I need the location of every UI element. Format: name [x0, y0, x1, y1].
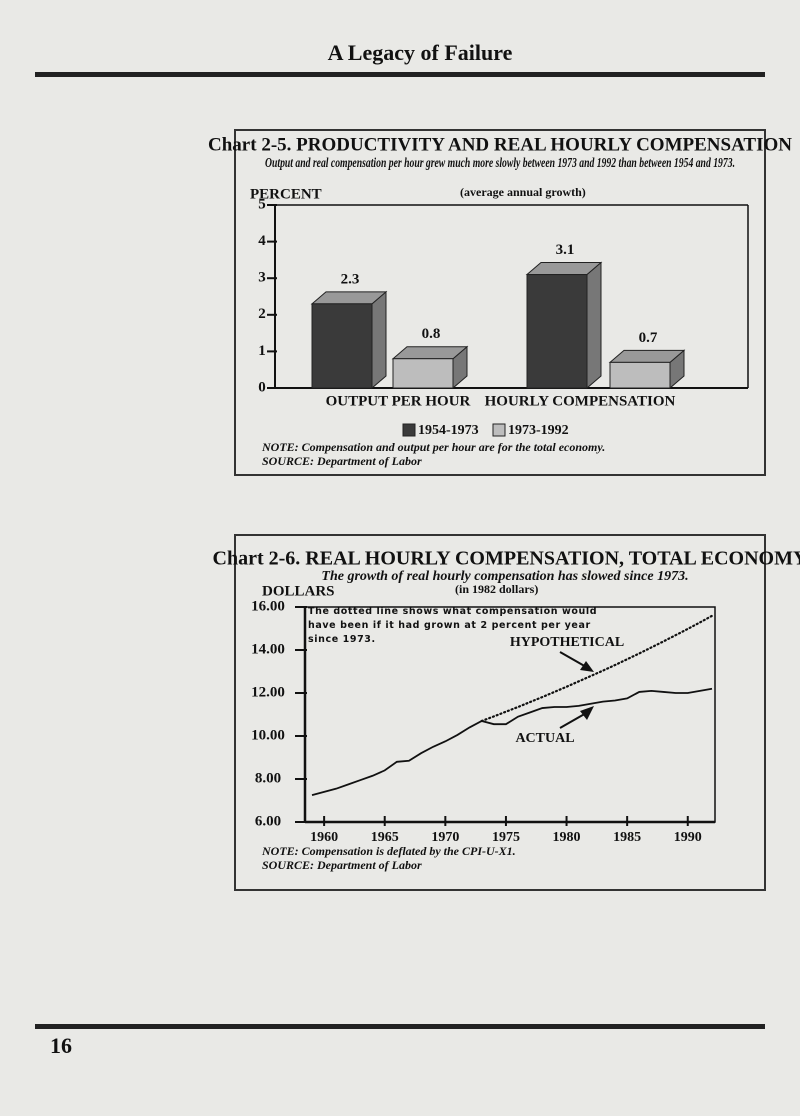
y-tick-label: 10.00 [251, 727, 285, 743]
y-axis-note: (in 1982 dollars) [455, 582, 538, 596]
y-tick-label: 3 [258, 270, 266, 286]
bar [526, 274, 588, 389]
series-label: HYPOTHETICAL [510, 635, 624, 650]
footer-rule [35, 1024, 765, 1029]
legend-label: 1973-1992 [508, 423, 569, 438]
chart-source: SOURCE: Department of Labor [262, 858, 422, 872]
bar [311, 303, 373, 389]
chart-title: Chart 2-6. REAL HOURLY COMPENSATION, TOT… [213, 548, 800, 570]
legend-swatch [492, 423, 506, 437]
chart-note: NOTE: Compensation and output per hour a… [261, 440, 605, 454]
x-tick-label: 1980 [553, 830, 581, 845]
chart-title: Chart 2-5. PRODUCTIVITY AND REAL HOURLY … [208, 134, 792, 155]
series-label: ACTUAL [515, 731, 574, 746]
x-tick-label: 1970 [431, 830, 459, 845]
x-tick-label: 1965 [371, 830, 399, 845]
annotation: The dotted line shows what compensation … [308, 606, 598, 645]
y-tick-label: 12.00 [251, 684, 285, 700]
y-axis-note: (average annual growth) [460, 185, 586, 199]
y-tick-label: 14.00 [251, 641, 285, 657]
y-axis-label: DOLLARS [262, 583, 335, 599]
data-label: 2.3 [341, 271, 360, 287]
page-number: 16 [50, 1033, 72, 1058]
x-tick-label: 1990 [674, 830, 702, 845]
bar [392, 358, 454, 389]
y-tick-label: 8.00 [255, 770, 281, 786]
chart-box [234, 534, 766, 891]
arrow-head [580, 661, 594, 672]
data-label: 0.7 [639, 330, 658, 346]
x-tick-label: 1985 [613, 830, 641, 845]
x-tick-label: 1975 [492, 830, 520, 845]
bar [609, 361, 671, 389]
y-tick-label: 6.00 [255, 813, 281, 829]
legend-swatch [402, 423, 416, 437]
legend-label: 1954-1973 [418, 423, 479, 438]
data-label: 0.8 [422, 326, 441, 342]
y-tick-label: 4 [258, 233, 266, 249]
y-tick-label: 0 [258, 379, 266, 395]
chart-subtitle: Output and real compensation per hour gr… [265, 156, 735, 171]
x-tick-label: 1960 [310, 830, 338, 845]
line [311, 687, 713, 796]
data-label: 3.1 [556, 242, 575, 258]
x-tick-label: OUTPUT PER HOUR [326, 393, 471, 409]
x-tick-label: HOURLY COMPENSATION [485, 393, 676, 409]
chart-subtitle: The growth of real hourly compensation h… [321, 569, 688, 584]
y-tick-label: 1 [258, 343, 266, 359]
dotted-line [480, 614, 714, 723]
bar-side [586, 261, 602, 390]
arrow-head [580, 706, 594, 720]
chart-source: SOURCE: Department of Labor [262, 454, 422, 468]
page-header: A Legacy of Failure [328, 40, 513, 65]
y-tick-label: 2 [258, 306, 266, 322]
y-tick-label: 5 [258, 196, 266, 212]
header-rule [35, 72, 765, 77]
y-tick-label: 16.00 [251, 598, 285, 614]
chart-note: NOTE: Compensation is deflated by the CP… [261, 844, 516, 858]
chart-box [234, 129, 766, 476]
bar-side [371, 290, 387, 390]
y-axis-label: PERCENT [250, 186, 322, 202]
